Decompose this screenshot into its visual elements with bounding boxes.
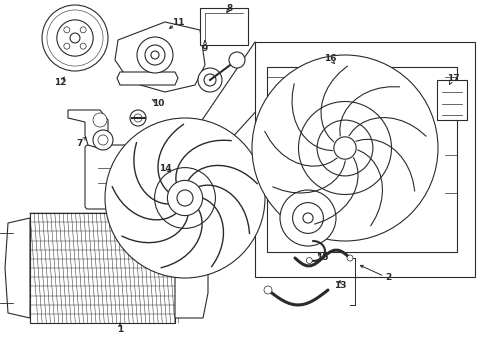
- Polygon shape: [175, 218, 208, 318]
- Polygon shape: [68, 110, 108, 148]
- Text: 14: 14: [159, 163, 171, 172]
- Text: 15: 15: [316, 253, 328, 262]
- Circle shape: [80, 43, 86, 49]
- Circle shape: [306, 257, 312, 264]
- Text: 7: 7: [77, 139, 83, 148]
- Circle shape: [298, 102, 392, 194]
- Circle shape: [151, 51, 159, 59]
- Circle shape: [229, 52, 245, 68]
- Circle shape: [204, 74, 216, 86]
- Text: 12: 12: [54, 77, 66, 86]
- Circle shape: [176, 188, 186, 198]
- Circle shape: [334, 137, 356, 159]
- Text: 3: 3: [182, 213, 188, 222]
- Circle shape: [57, 20, 93, 56]
- Polygon shape: [117, 72, 178, 85]
- Bar: [267, 67, 457, 252]
- Bar: [200, 8, 248, 45]
- Circle shape: [168, 180, 202, 216]
- Circle shape: [64, 43, 70, 49]
- Text: 11: 11: [172, 18, 184, 27]
- Circle shape: [93, 113, 107, 127]
- Text: 9: 9: [202, 44, 208, 53]
- FancyBboxPatch shape: [85, 145, 169, 209]
- Circle shape: [198, 68, 222, 92]
- Text: 6: 6: [152, 131, 158, 140]
- Circle shape: [252, 55, 438, 241]
- Circle shape: [80, 27, 86, 33]
- Polygon shape: [5, 218, 30, 318]
- Circle shape: [70, 33, 80, 43]
- Text: 17: 17: [447, 73, 459, 82]
- Text: 2: 2: [385, 274, 391, 283]
- Circle shape: [137, 37, 173, 73]
- Circle shape: [130, 110, 146, 126]
- Text: 1: 1: [117, 325, 123, 334]
- Circle shape: [280, 190, 336, 246]
- Bar: [255, 42, 475, 277]
- Polygon shape: [115, 22, 205, 92]
- Text: 16: 16: [324, 54, 336, 63]
- Text: 13: 13: [334, 280, 346, 289]
- Bar: [30, 213, 175, 323]
- Circle shape: [93, 130, 113, 150]
- Circle shape: [303, 213, 313, 223]
- Text: 5: 5: [167, 153, 173, 162]
- Circle shape: [64, 27, 70, 33]
- Text: 8: 8: [227, 4, 233, 13]
- Circle shape: [42, 5, 108, 71]
- Circle shape: [105, 118, 265, 278]
- Circle shape: [264, 286, 272, 294]
- Text: 4: 4: [175, 180, 181, 189]
- Circle shape: [347, 255, 353, 261]
- Bar: [437, 80, 467, 120]
- Text: 10: 10: [152, 99, 164, 108]
